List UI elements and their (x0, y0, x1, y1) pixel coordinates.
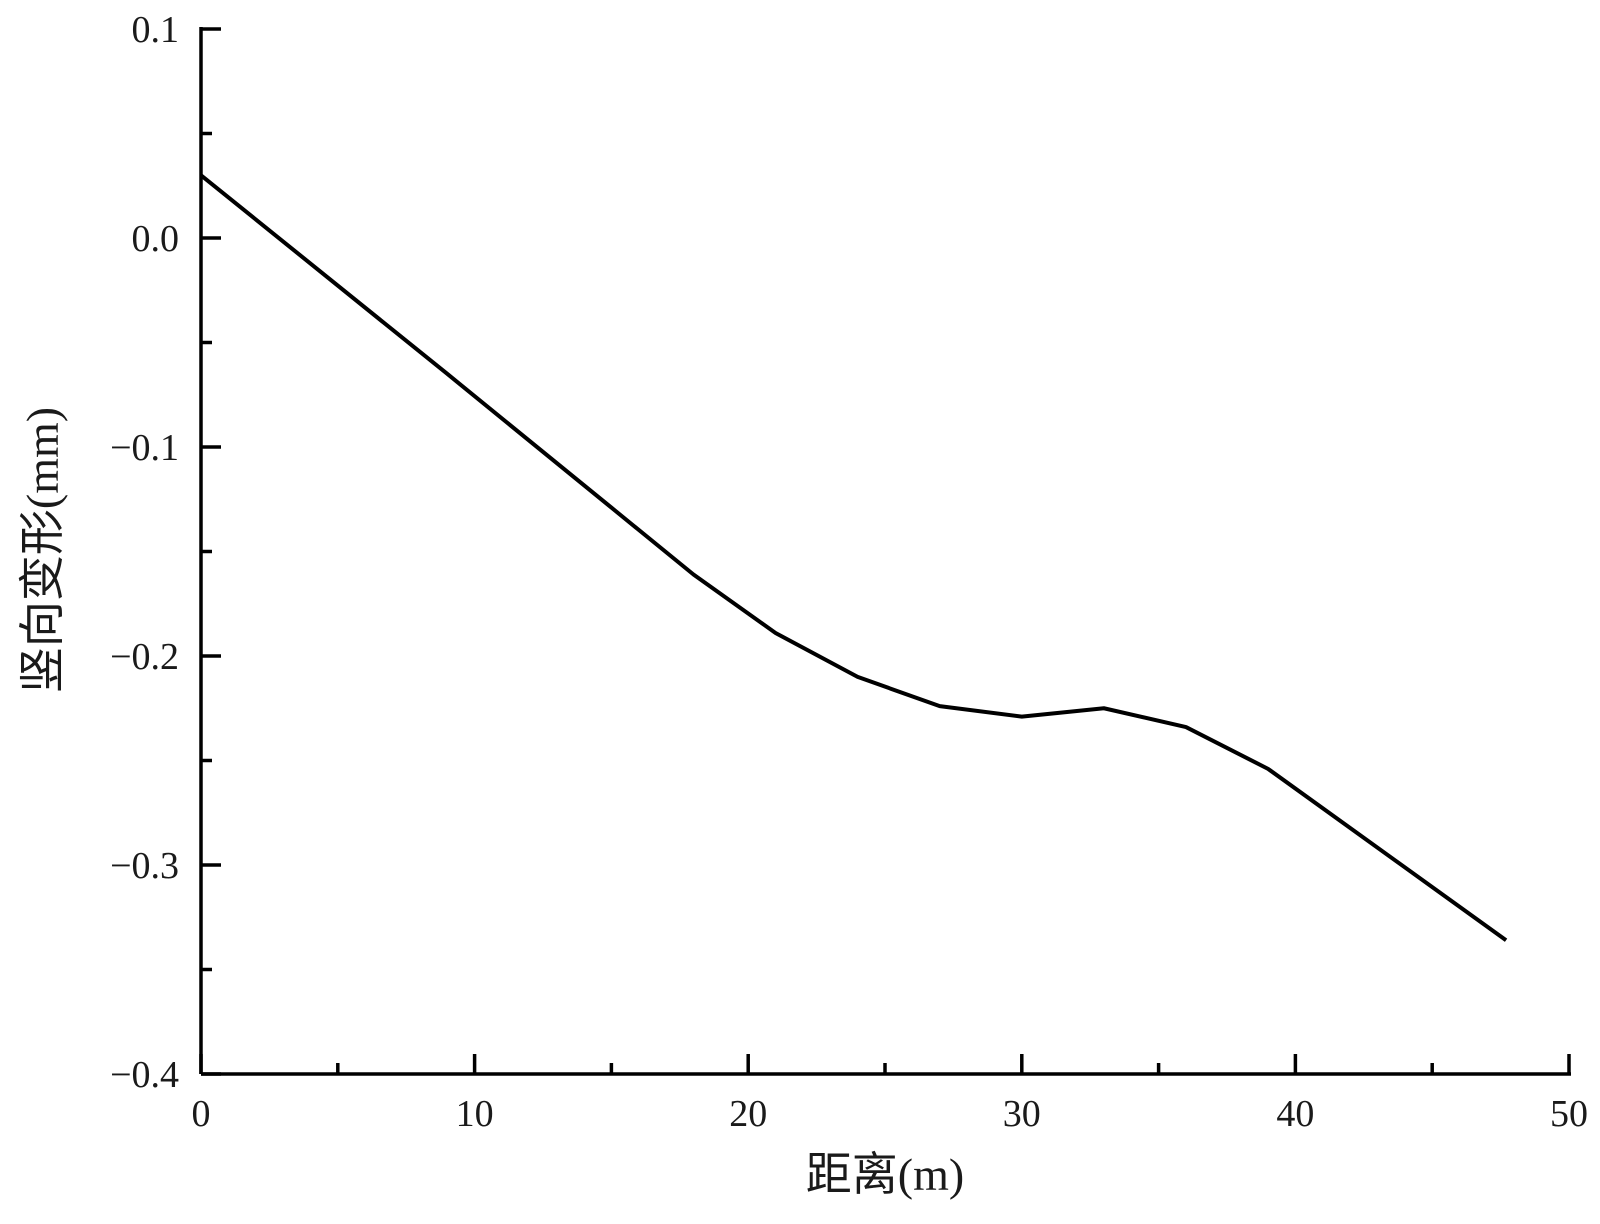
x-axis-label: 距离(m) (806, 1149, 964, 1200)
y-tick-label: 0.1 (132, 9, 180, 51)
x-tick-label: 30 (1003, 1093, 1041, 1135)
y-tick-label: −0.4 (110, 1054, 179, 1096)
y-tick-label: 0.0 (132, 218, 180, 260)
y-tick-label: −0.3 (110, 845, 179, 887)
x-tick-label: 50 (1550, 1093, 1588, 1135)
x-tick-label: 10 (456, 1093, 494, 1135)
data-line (199, 173, 1508, 942)
x-tick-label: 40 (1276, 1093, 1314, 1135)
y-tick-label: −0.2 (110, 636, 179, 678)
x-tick-label: 0 (192, 1093, 211, 1135)
y-tick-label: −0.1 (110, 427, 179, 469)
y-axis-label: 竖向变形(mm) (17, 407, 68, 693)
x-tick-label: 20 (729, 1093, 767, 1135)
